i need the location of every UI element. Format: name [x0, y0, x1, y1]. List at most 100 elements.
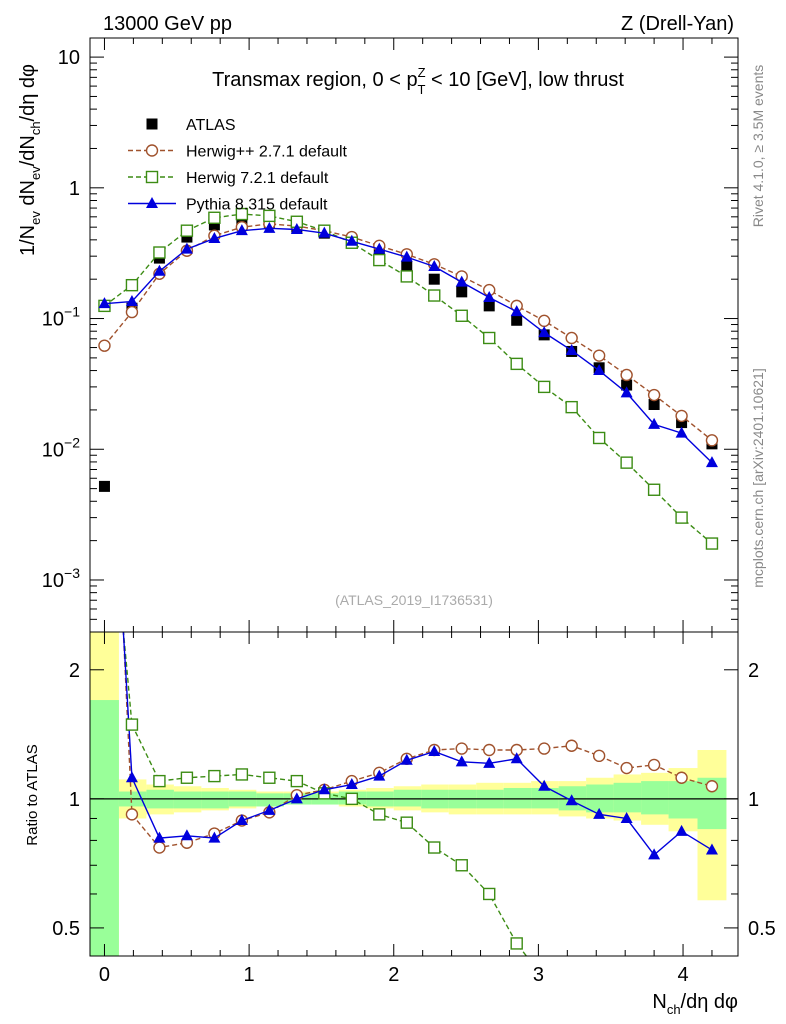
ratio-pythia-point — [153, 831, 166, 843]
main-pythia-point — [153, 264, 166, 276]
main-pythia-point — [290, 222, 303, 234]
ratio-herwigpp-point — [537, 742, 551, 755]
main-herwig7-point — [455, 309, 468, 322]
x-tick-label: 3 — [533, 964, 544, 986]
main-herwigpp-point — [705, 434, 719, 447]
main-pythia-point — [538, 326, 551, 338]
main-herwig7-point — [565, 400, 578, 414]
ratio-herwig7-point — [483, 887, 496, 901]
main-pythia-point — [510, 305, 523, 317]
main-pythia-point — [705, 456, 718, 468]
x-axis-label: Nch/dη dφ — [652, 991, 738, 1017]
header-left: 13000 GeV pp — [103, 13, 232, 35]
main-pythia-point — [125, 295, 138, 307]
main-pythia-point — [648, 417, 661, 429]
ratio-stat-band — [173, 791, 202, 809]
header-right: Z (Drell-Yan) — [621, 13, 734, 35]
main-herwig7-point — [428, 289, 441, 302]
main-pythia-point — [675, 426, 688, 438]
ratio-stat-band — [201, 791, 229, 809]
main-atlas-point — [98, 480, 110, 492]
ratio-pythia-point — [263, 803, 276, 815]
main-y-tick-label: 10 — [58, 47, 80, 69]
ratio-stat-band — [90, 700, 119, 956]
ratio-y-tick-label-left: 1 — [69, 789, 80, 811]
ratio-stat-band — [503, 788, 532, 809]
x-tick-label: 0 — [99, 964, 110, 986]
main-y-tick-label: 10−1 — [42, 304, 80, 331]
main-atlas-point — [648, 399, 660, 410]
ratio-herwig7-point — [180, 771, 194, 784]
main-y-tick-label: 1 — [69, 178, 80, 200]
ratio-stat-band — [613, 782, 642, 813]
ratio-y-tick-label-right: 0.5 — [748, 918, 776, 940]
ratio-herwigpp-point — [153, 841, 166, 854]
legend-herwig7-marker — [145, 170, 159, 184]
ratio-herwigpp-point — [455, 742, 468, 755]
ratio-herwig7-point — [400, 816, 413, 829]
main-atlas-point — [181, 231, 193, 243]
legend-pythia-label: Pythia 8.315 default — [186, 197, 328, 214]
ratio-pythia-point — [455, 755, 468, 767]
main-atlas-point — [676, 417, 688, 429]
legend-herwig7-label: Herwig 7.2.1 default — [186, 170, 329, 187]
legend-atlas-marker — [146, 118, 158, 130]
ratio-pythia-point — [565, 794, 578, 806]
ratio-pythia-point — [510, 752, 523, 764]
ratio-pythia-point — [125, 771, 138, 783]
main-atlas-point — [401, 261, 413, 273]
ratio-stat-band — [641, 781, 669, 815]
main-herwig7-point — [263, 209, 276, 223]
ratio-herwigpp-line — [131, 745, 713, 849]
ratio-herwigpp-point — [483, 743, 496, 757]
ratio-herwig7-point — [455, 859, 468, 872]
main-herwigpp-point — [647, 388, 661, 402]
ratio-pythia-point — [235, 814, 248, 826]
ratio-herwig7-point — [373, 808, 386, 821]
ratio-herwig7-point — [510, 937, 523, 950]
x-tick-label: 4 — [677, 964, 688, 986]
legend-pythia-marker — [146, 197, 158, 208]
ratio-y-tick-label-left: 0.5 — [52, 918, 80, 940]
legend-atlas-label: ATLAS — [186, 117, 236, 134]
ratio-pythia-point — [705, 843, 718, 855]
main-herwigpp-point — [125, 305, 139, 319]
main-pythia-point — [400, 250, 413, 262]
main-herwig7-point — [647, 483, 661, 496]
ratio-stat-band — [531, 788, 559, 809]
ratio-pythia-point — [593, 807, 606, 819]
main-herwig7-point — [510, 357, 523, 371]
ratio-pythia-point — [538, 779, 551, 791]
ratio-herwig7-point — [125, 718, 139, 731]
main-atlas-point — [511, 314, 523, 326]
main-y-tick-label: 10−2 — [42, 434, 80, 461]
main-atlas-point — [456, 286, 468, 298]
mcplots-label: mcplots.cern.ch [arXiv:2401.10621] — [750, 368, 766, 587]
main-herwig7-line — [104, 213, 713, 545]
main-pythia-point — [180, 242, 193, 254]
main-pythia-point — [565, 343, 578, 355]
ratio-pythia-point — [483, 756, 496, 768]
ratio-pythia-point — [180, 829, 193, 841]
ratio-pythia-point — [208, 831, 221, 843]
legend-herwigpp-label: Herwig++ 2.7.1 default — [186, 144, 348, 161]
main-herwig7-point — [483, 331, 496, 345]
ratio-pythia-point — [318, 783, 331, 795]
ratio-herwig7-point — [263, 771, 276, 784]
ratio-pythia-offscale-segment — [122, 632, 133, 778]
ratio-herwigpp-point — [705, 780, 719, 793]
main-herwigpp-point — [98, 339, 111, 352]
main-pythia-point — [98, 297, 111, 309]
x-tick-label: 1 — [244, 964, 255, 986]
main-herwig7-point — [400, 270, 413, 283]
ratio-herwig7-point — [153, 774, 166, 788]
main-atlas-point — [483, 300, 495, 312]
ratio-pythia-point — [373, 769, 386, 781]
ratio-y-tick-label-right: 2 — [748, 660, 759, 682]
ratio-herwig7-point — [428, 841, 441, 854]
main-y-axis-label: 1/Nev dNev/dNch/dη dφ — [17, 64, 43, 256]
ratio-herwigpp-point — [620, 761, 633, 775]
ratio-herwigpp-point — [647, 758, 661, 772]
ratio-herwigpp-point — [565, 739, 578, 752]
main-pythia-point — [483, 290, 496, 302]
